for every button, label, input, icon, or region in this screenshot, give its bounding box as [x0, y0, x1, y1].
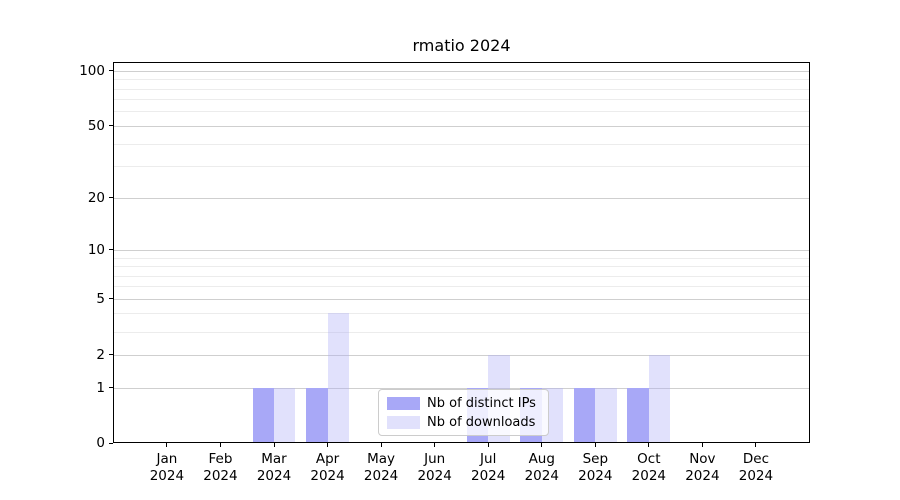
bar — [252, 387, 274, 443]
x-axis-label: May 2024 — [363, 451, 399, 484]
x-axis-label: Mar 2024 — [256, 451, 292, 484]
x-axis-label: Oct 2024 — [631, 451, 667, 484]
minor-gridline — [114, 99, 809, 101]
bar — [274, 387, 296, 443]
y-axis-label: 1 — [96, 379, 105, 396]
x-axis-label: Nov 2024 — [685, 451, 720, 484]
bar — [573, 387, 596, 443]
plot-border — [113, 62, 810, 443]
major-gridline — [114, 298, 809, 300]
minor-gridline — [114, 313, 809, 315]
bar — [648, 354, 671, 443]
y-axis-tick — [109, 354, 113, 356]
x-axis-label: Jun 2024 — [417, 451, 452, 484]
bar — [595, 387, 617, 443]
minor-gridline — [114, 266, 809, 267]
minor-gridline — [114, 257, 809, 259]
x-axis-tick — [166, 443, 168, 447]
x-axis-label: Dec 2024 — [738, 451, 774, 484]
minor-gridline — [114, 88, 809, 90]
major-gridline — [114, 70, 809, 72]
minor-gridline — [114, 275, 809, 277]
x-axis-label: Feb 2024 — [203, 451, 238, 484]
y-axis-label: 2 — [96, 346, 105, 363]
bar — [327, 313, 349, 443]
x-axis-tick — [327, 443, 329, 447]
x-axis-tick — [541, 443, 543, 447]
y-axis-tick — [109, 125, 113, 127]
y-axis-label: 10 — [87, 241, 105, 258]
x-axis-tick — [648, 443, 650, 447]
legend-label-distinct-ips: Nb of distinct IPs — [427, 395, 536, 411]
y-axis-tick — [109, 298, 113, 300]
x-axis-label: Jan 2024 — [149, 451, 185, 484]
bar — [627, 387, 649, 443]
minor-gridline — [114, 79, 809, 81]
y-axis-label: 0 — [96, 435, 105, 451]
major-gridline — [114, 125, 809, 127]
x-axis-label: Jul 2024 — [471, 451, 506, 484]
x-axis-label: Apr 2024 — [310, 451, 345, 484]
y-axis-tick — [109, 442, 113, 444]
y-axis-tick — [109, 249, 113, 251]
minor-gridline — [114, 331, 809, 333]
minor-gridline — [114, 111, 809, 113]
x-axis-label: Sep 2024 — [578, 451, 613, 484]
major-gridline — [114, 387, 809, 389]
x-axis-tick — [701, 443, 703, 447]
x-axis-label: Aug 2024 — [524, 451, 559, 484]
y-axis-label: 5 — [96, 290, 105, 307]
major-gridline — [114, 197, 809, 199]
legend: Nb of distinct IPs Nb of downloads — [378, 389, 549, 436]
y-axis-label: 100 — [79, 62, 105, 79]
chart-title: rmatio 2024 — [412, 36, 511, 55]
legend-item-distinct-ips: Nb of distinct IPs — [387, 396, 548, 411]
bar — [306, 387, 328, 443]
minor-gridline — [114, 286, 809, 288]
x-axis-tick — [434, 443, 436, 447]
minor-gridline — [114, 166, 809, 168]
y-axis-tick — [109, 387, 113, 388]
x-axis-tick — [487, 443, 489, 447]
y-axis-label: 20 — [87, 189, 105, 206]
major-gridline — [114, 249, 809, 251]
legend-label-downloads: Nb of downloads — [427, 414, 536, 430]
x-axis-tick — [219, 443, 221, 447]
x-axis-tick — [380, 443, 382, 447]
x-axis-tick — [594, 443, 596, 447]
y-axis-label: 50 — [87, 117, 105, 134]
x-axis-tick — [273, 443, 275, 447]
x-axis-tick — [755, 443, 757, 447]
legend-item-downloads: Nb of downloads — [387, 415, 548, 430]
minor-gridline — [114, 143, 809, 145]
legend-swatch-downloads — [387, 415, 420, 429]
legend-swatch-distinct-ips — [387, 396, 420, 410]
major-gridline — [114, 354, 809, 356]
y-axis-tick — [109, 197, 113, 199]
y-axis-tick — [109, 70, 113, 72]
